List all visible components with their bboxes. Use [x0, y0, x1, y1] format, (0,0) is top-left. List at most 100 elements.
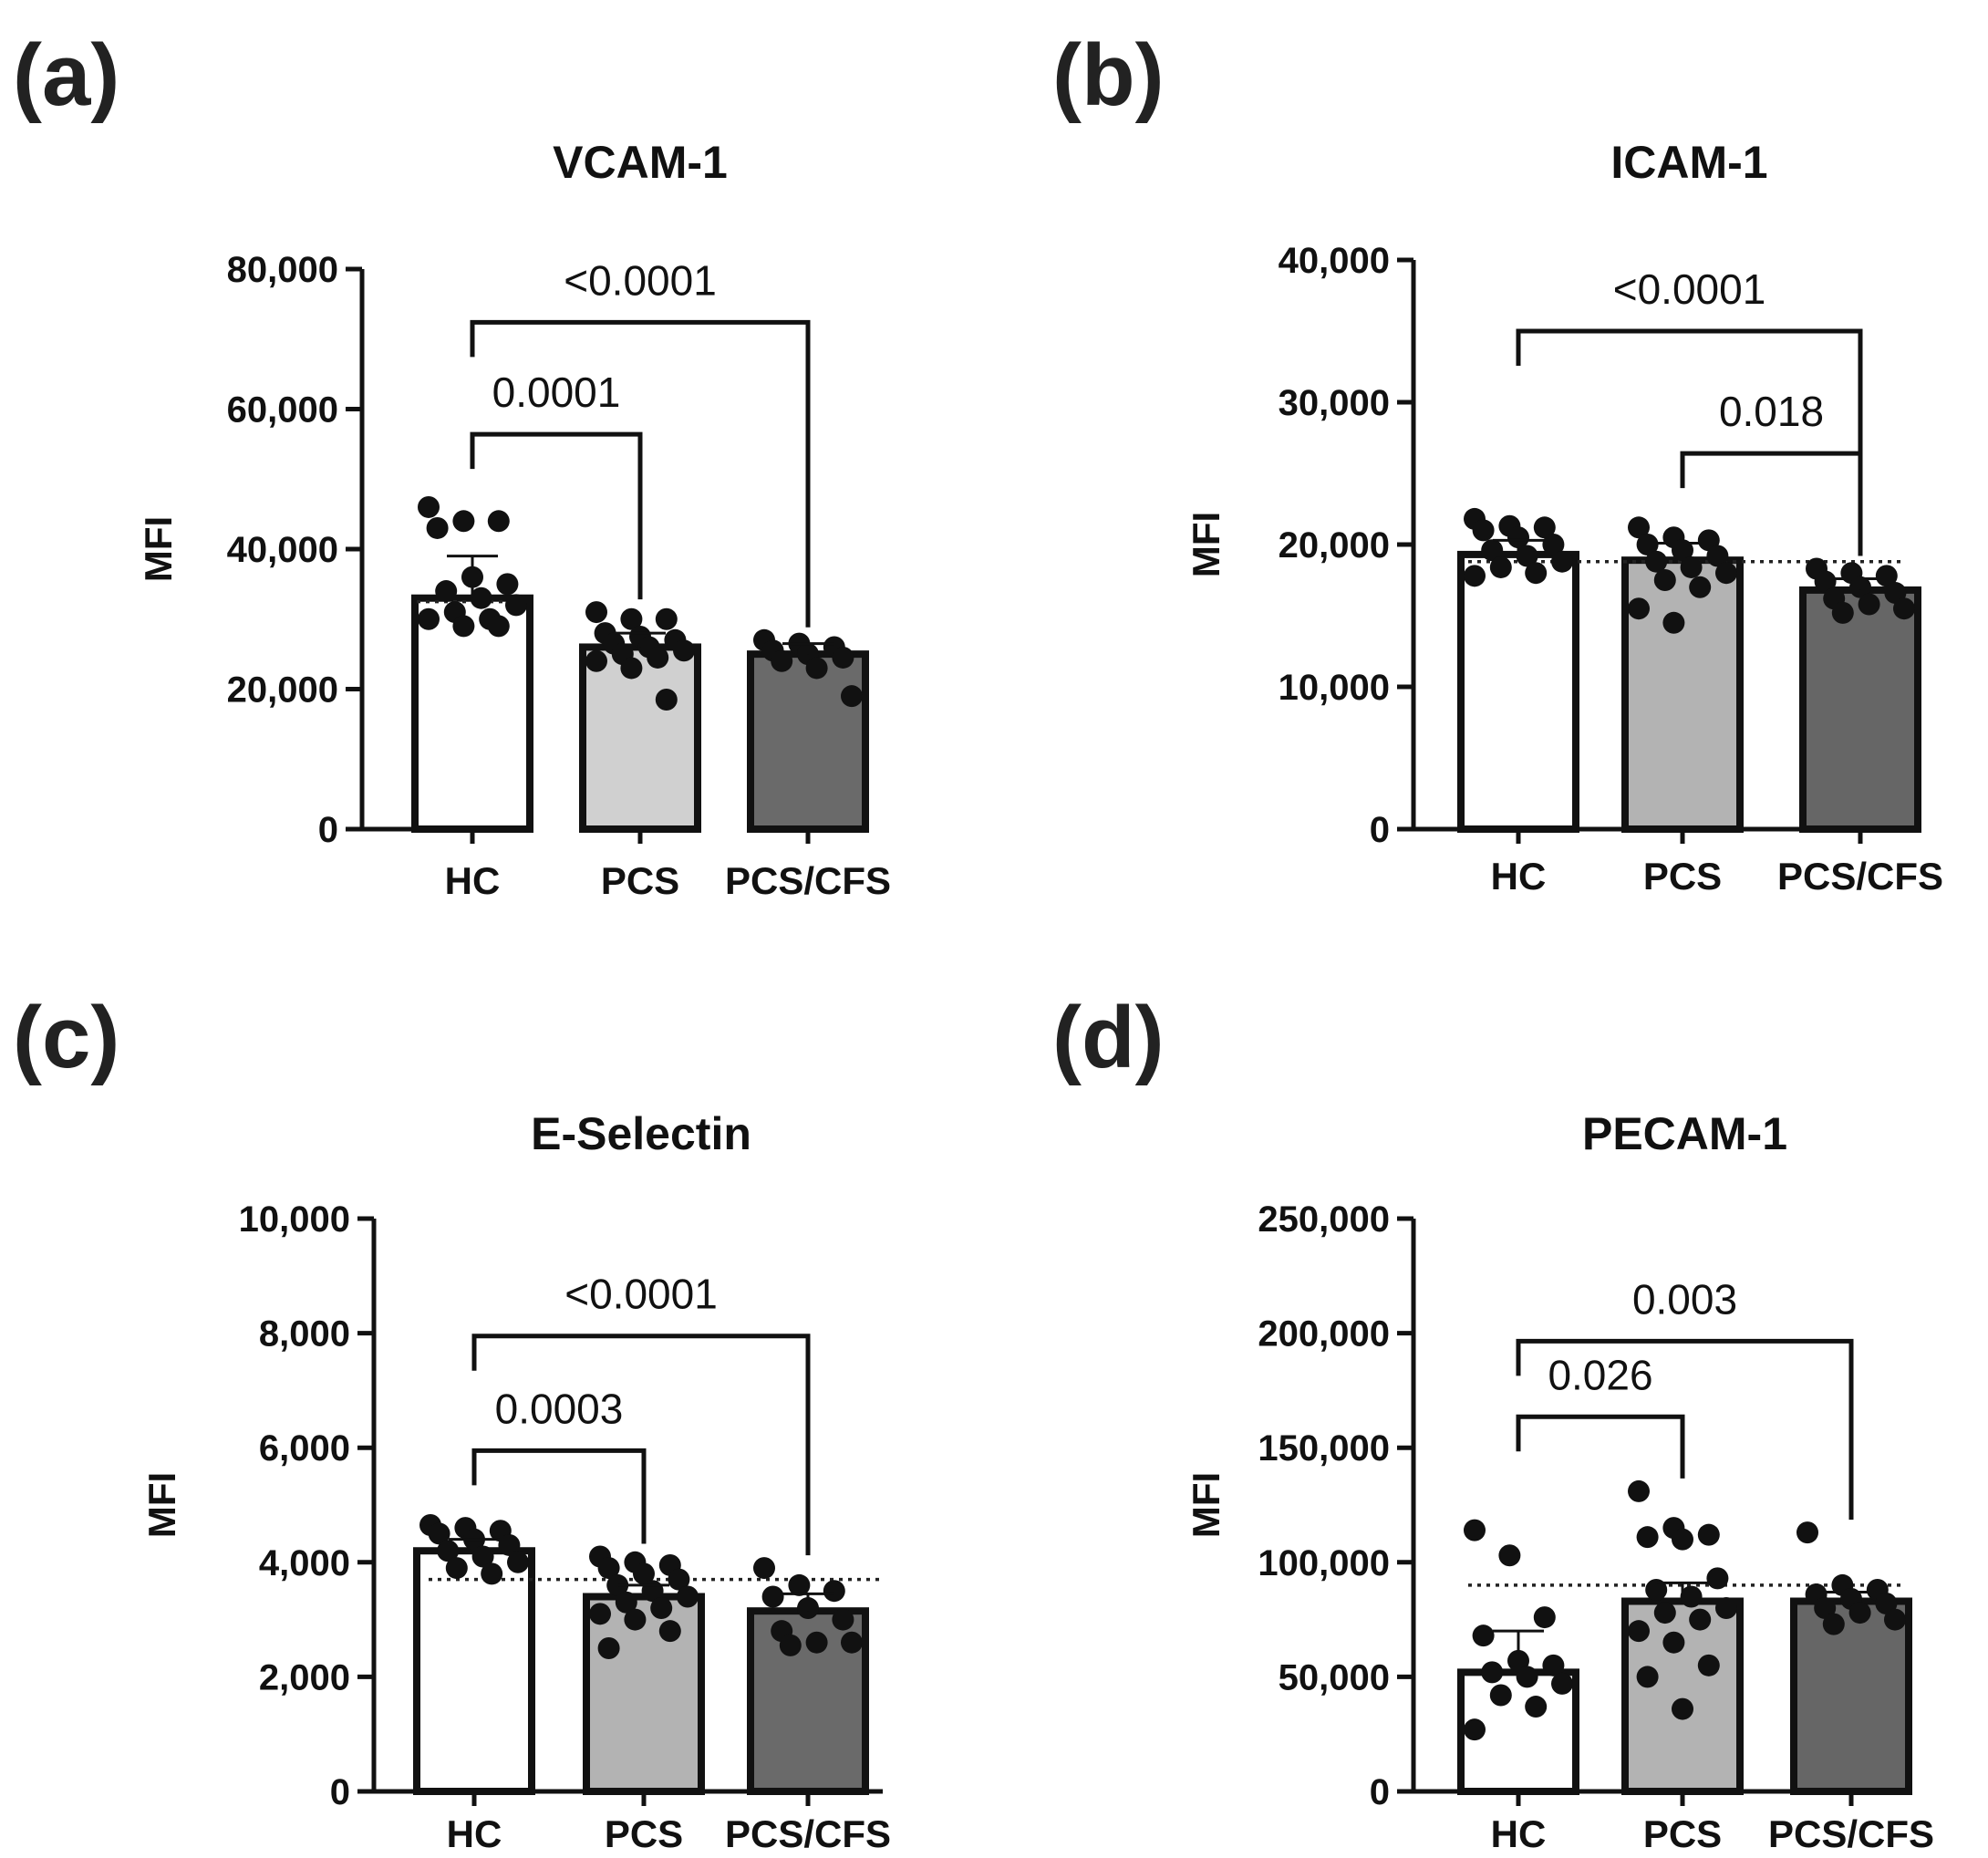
data-point — [1542, 534, 1565, 555]
data-point — [1628, 1479, 1650, 1502]
y-tick-label: 20,000 — [227, 670, 338, 711]
data-point — [1706, 545, 1729, 567]
panel-b: (b) ICAM-1 MFI 0 10,000 20,000 30,000 40,000 HC P… — [1052, 26, 1943, 898]
data-point — [471, 1545, 494, 1568]
data-point — [435, 580, 458, 603]
data-point — [1472, 519, 1495, 542]
data-point — [1481, 539, 1504, 562]
data-point — [832, 646, 854, 669]
p-value-label: 0.026 — [1548, 1351, 1652, 1398]
data-point — [428, 1522, 450, 1545]
y-tick-label: 30,000 — [1279, 383, 1390, 423]
data-point — [1697, 1523, 1720, 1546]
data-point — [1680, 1585, 1703, 1608]
y-tick-label: 0 — [1370, 810, 1390, 850]
x-tick-label: HC — [445, 859, 501, 902]
x-tick-label: PCS — [601, 859, 679, 902]
panel-c: (c) E-Selectin MFI 0 2,000 4,000 6,000 8,000 10,… — [13, 989, 891, 1855]
p-value-label: 0.018 — [1719, 388, 1824, 435]
y-tick-label: 200,000 — [1258, 1314, 1390, 1355]
panel-letter: (a) — [13, 26, 119, 124]
p-value-label: <0.0001 — [1613, 265, 1766, 313]
y-tick-label: 2,000 — [259, 1657, 350, 1697]
data-point — [426, 516, 449, 539]
p-value-label: <0.0001 — [564, 256, 717, 304]
data-point — [1858, 593, 1880, 616]
data-point — [1628, 1620, 1650, 1643]
y-tick-label: 40,000 — [1279, 241, 1390, 281]
y-tick-label: 150,000 — [1258, 1428, 1390, 1469]
data-point — [753, 1557, 775, 1580]
data-point — [1662, 611, 1685, 634]
data-point — [606, 1573, 629, 1596]
y-axis-label: MFI — [137, 516, 180, 582]
data-point — [507, 1551, 529, 1573]
data-point — [823, 1580, 845, 1603]
data-point — [1533, 516, 1556, 539]
data-point — [1875, 565, 1898, 587]
x-tick-label: PCS/CFS — [725, 859, 891, 902]
data-point — [1464, 1519, 1486, 1541]
data-point — [1489, 1684, 1512, 1707]
data-point — [418, 495, 440, 518]
data-point — [841, 685, 863, 708]
data-point — [445, 1557, 468, 1580]
y-tick-label: 100,000 — [1258, 1543, 1390, 1583]
data-point — [1796, 1521, 1818, 1544]
data-point — [1464, 1718, 1486, 1741]
panel-letter: (c) — [13, 989, 119, 1086]
significance-bracket — [471, 1448, 647, 1544]
chart-title: VCAM-1 — [553, 137, 728, 188]
data-point — [1489, 555, 1512, 578]
data-point — [779, 1634, 802, 1656]
data-point — [655, 689, 678, 711]
data-point — [1653, 1602, 1676, 1624]
data-point — [452, 510, 475, 533]
data-point — [470, 586, 492, 609]
data-point — [1516, 1666, 1538, 1688]
x-tick-label: HC — [1491, 1812, 1547, 1855]
bar-pcs-cfs — [1790, 1597, 1912, 1796]
y-axis-label: MFI — [140, 1472, 183, 1538]
data-point — [620, 657, 643, 680]
y-tick-label: 8,000 — [259, 1314, 350, 1355]
bar-pcs — [579, 643, 701, 834]
data-point — [487, 510, 510, 533]
data-point — [1672, 1697, 1693, 1720]
y-tick-label: 10,000 — [1279, 668, 1390, 708]
data-point — [1551, 1672, 1573, 1695]
data-point — [487, 615, 510, 638]
x-tick-label: PCS/CFS — [1768, 1812, 1934, 1855]
data-point — [1814, 1597, 1837, 1620]
y-tick-label: 60,000 — [227, 390, 338, 431]
data-point — [1715, 1597, 1737, 1620]
y-axis-label: MFI — [1185, 512, 1227, 577]
chart-title: ICAM-1 — [1610, 137, 1767, 188]
data-point — [1498, 1544, 1521, 1567]
data-point — [597, 1637, 620, 1659]
data-point — [1884, 1608, 1906, 1631]
data-point — [585, 649, 607, 672]
data-point — [788, 1573, 811, 1596]
data-point — [805, 657, 828, 680]
y-tick-label: 4,000 — [259, 1543, 350, 1583]
x-tick-label: HC — [447, 1812, 502, 1855]
y-tick-label: 0 — [330, 1772, 350, 1812]
data-point — [1628, 516, 1650, 539]
data-point — [585, 601, 607, 624]
data-point — [1662, 1631, 1685, 1654]
data-point — [452, 615, 475, 638]
data-point — [658, 1620, 681, 1643]
significance-bracket — [470, 319, 811, 628]
data-point — [1636, 1666, 1659, 1688]
chart-title: PECAM-1 — [1582, 1108, 1787, 1159]
data-point — [1822, 1613, 1845, 1635]
data-point — [1831, 601, 1854, 624]
y-tick-label: 40,000 — [227, 530, 338, 570]
data-point — [496, 573, 519, 596]
data-point — [620, 607, 643, 630]
x-tick-label: HC — [1491, 855, 1547, 898]
data-point — [1481, 1661, 1504, 1684]
y-tick-label: 10,000 — [239, 1199, 350, 1240]
data-point — [624, 1608, 647, 1631]
